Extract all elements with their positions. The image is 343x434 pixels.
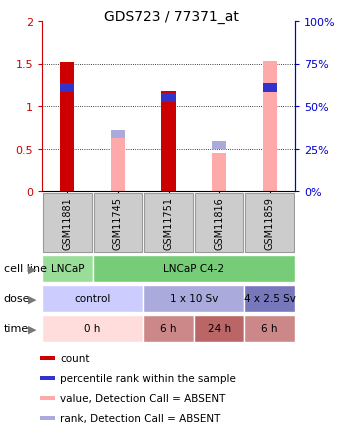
Text: GSM11859: GSM11859 [265, 197, 275, 250]
Bar [194, 316, 245, 342]
Bar [60, 62, 74, 191]
Text: ▶: ▶ [28, 264, 36, 274]
Bar [162, 92, 176, 191]
Bar [42, 316, 143, 342]
Text: 6 h: 6 h [261, 324, 278, 334]
Text: cell line: cell line [3, 264, 47, 274]
Bar [245, 194, 294, 253]
Bar [212, 153, 226, 191]
Text: GSM11745: GSM11745 [113, 197, 123, 250]
Bar [263, 62, 277, 191]
Bar [144, 194, 193, 253]
Bar [111, 139, 125, 191]
Bar [94, 194, 142, 253]
Text: 4 x 2.5 Sv: 4 x 2.5 Sv [244, 294, 296, 304]
Text: GDS723 / 77371_at: GDS723 / 77371_at [104, 10, 239, 24]
Text: percentile rank within the sample: percentile rank within the sample [60, 373, 236, 383]
Text: 0 h: 0 h [84, 324, 101, 334]
Bar [245, 286, 295, 312]
Text: GSM11751: GSM11751 [164, 197, 174, 250]
Text: value, Detection Call = ABSENT: value, Detection Call = ABSENT [60, 393, 226, 403]
Text: dose: dose [3, 294, 30, 304]
Text: count: count [60, 353, 90, 363]
Bar [40, 396, 55, 400]
Bar [40, 376, 55, 380]
Text: LNCaP C4-2: LNCaP C4-2 [163, 264, 224, 274]
Bar [143, 286, 245, 312]
Bar [42, 256, 93, 282]
Text: time: time [3, 324, 29, 334]
Text: 24 h: 24 h [208, 324, 230, 334]
Text: ▶: ▶ [28, 294, 36, 304]
Text: control: control [74, 294, 111, 304]
Bar [212, 141, 226, 150]
Bar [43, 194, 92, 253]
Text: 1 x 10 Sv: 1 x 10 Sv [169, 294, 218, 304]
Bar [245, 316, 295, 342]
Text: ▶: ▶ [28, 324, 36, 334]
Bar [111, 131, 125, 139]
Bar [40, 416, 55, 420]
Bar [195, 194, 244, 253]
Bar [263, 84, 277, 92]
Bar [93, 256, 295, 282]
Bar [143, 316, 194, 342]
Bar [162, 94, 176, 102]
Text: rank, Detection Call = ABSENT: rank, Detection Call = ABSENT [60, 413, 221, 423]
Text: 6 h: 6 h [160, 324, 177, 334]
Bar [42, 286, 143, 312]
Bar [40, 356, 55, 360]
Text: GSM11881: GSM11881 [62, 197, 72, 249]
Bar [60, 84, 74, 92]
Text: GSM11816: GSM11816 [214, 197, 224, 249]
Text: LNCaP: LNCaP [50, 264, 84, 274]
